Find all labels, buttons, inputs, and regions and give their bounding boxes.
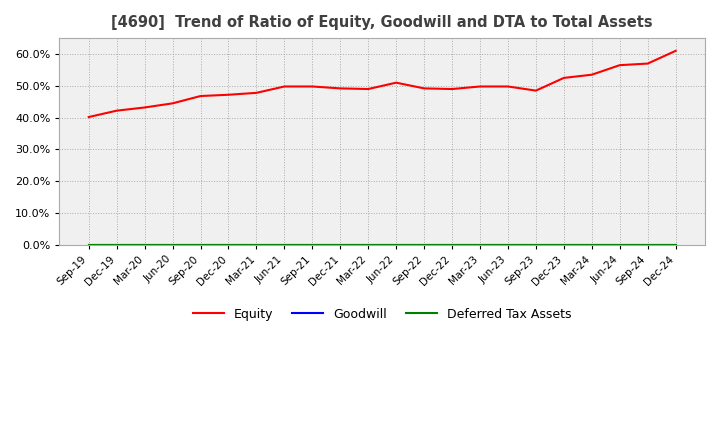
Line: Equity: Equity bbox=[89, 51, 675, 117]
Goodwill bbox=[140, 242, 149, 248]
Equity bbox=[671, 48, 680, 54]
Equity bbox=[308, 84, 317, 89]
Deferred Tax Assets bbox=[224, 242, 233, 248]
Deferred Tax Assets bbox=[252, 242, 261, 248]
Goodwill bbox=[559, 242, 568, 248]
Equity bbox=[504, 84, 513, 89]
Goodwill bbox=[448, 242, 456, 248]
Equity bbox=[644, 61, 652, 66]
Equity bbox=[112, 108, 121, 114]
Deferred Tax Assets bbox=[168, 242, 177, 248]
Deferred Tax Assets bbox=[559, 242, 568, 248]
Goodwill bbox=[308, 242, 317, 248]
Deferred Tax Assets bbox=[84, 242, 93, 248]
Equity bbox=[280, 84, 289, 89]
Goodwill bbox=[476, 242, 485, 248]
Title: [4690]  Trend of Ratio of Equity, Goodwill and DTA to Total Assets: [4690] Trend of Ratio of Equity, Goodwil… bbox=[112, 15, 653, 30]
Deferred Tax Assets bbox=[112, 242, 121, 248]
Goodwill bbox=[392, 242, 400, 248]
Deferred Tax Assets bbox=[448, 242, 456, 248]
Equity bbox=[588, 72, 596, 77]
Equity bbox=[448, 86, 456, 92]
Goodwill bbox=[280, 242, 289, 248]
Goodwill bbox=[588, 242, 596, 248]
Deferred Tax Assets bbox=[476, 242, 485, 248]
Deferred Tax Assets bbox=[671, 242, 680, 248]
Equity bbox=[559, 75, 568, 81]
Equity bbox=[616, 62, 624, 68]
Deferred Tax Assets bbox=[392, 242, 400, 248]
Equity bbox=[84, 114, 93, 120]
Equity bbox=[197, 93, 205, 99]
Goodwill bbox=[364, 242, 372, 248]
Equity bbox=[531, 88, 540, 93]
Goodwill bbox=[197, 242, 205, 248]
Deferred Tax Assets bbox=[364, 242, 372, 248]
Goodwill bbox=[616, 242, 624, 248]
Deferred Tax Assets bbox=[504, 242, 513, 248]
Goodwill bbox=[504, 242, 513, 248]
Deferred Tax Assets bbox=[308, 242, 317, 248]
Equity bbox=[420, 86, 428, 91]
Goodwill bbox=[671, 242, 680, 248]
Deferred Tax Assets bbox=[531, 242, 540, 248]
Deferred Tax Assets bbox=[588, 242, 596, 248]
Goodwill bbox=[224, 242, 233, 248]
Equity bbox=[476, 84, 485, 89]
Goodwill bbox=[644, 242, 652, 248]
Deferred Tax Assets bbox=[280, 242, 289, 248]
Deferred Tax Assets bbox=[616, 242, 624, 248]
Equity bbox=[224, 92, 233, 97]
Deferred Tax Assets bbox=[644, 242, 652, 248]
Equity bbox=[364, 86, 372, 92]
Goodwill bbox=[531, 242, 540, 248]
Legend: Equity, Goodwill, Deferred Tax Assets: Equity, Goodwill, Deferred Tax Assets bbox=[188, 303, 577, 326]
Deferred Tax Assets bbox=[420, 242, 428, 248]
Deferred Tax Assets bbox=[336, 242, 345, 248]
Goodwill bbox=[252, 242, 261, 248]
Deferred Tax Assets bbox=[140, 242, 149, 248]
Goodwill bbox=[420, 242, 428, 248]
Goodwill bbox=[336, 242, 345, 248]
Deferred Tax Assets bbox=[197, 242, 205, 248]
Equity bbox=[168, 101, 177, 106]
Equity bbox=[336, 86, 345, 91]
Goodwill bbox=[112, 242, 121, 248]
Equity bbox=[140, 105, 149, 110]
Equity bbox=[392, 80, 400, 85]
Equity bbox=[252, 90, 261, 95]
Goodwill bbox=[168, 242, 177, 248]
Goodwill bbox=[84, 242, 93, 248]
